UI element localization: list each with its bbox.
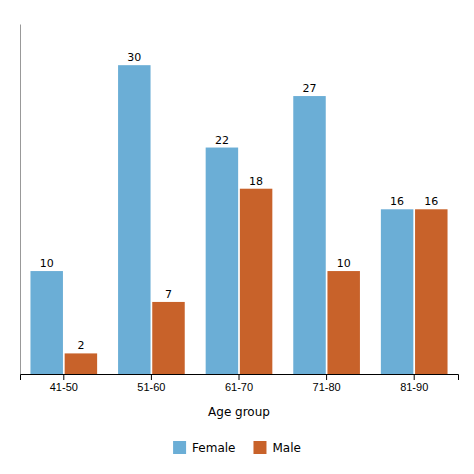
x-tick-label: 61-70 bbox=[225, 381, 253, 393]
plot-area: 10302227162718101641-5051-6061-7071-8081… bbox=[21, 25, 459, 420]
x-tick: 61-70 bbox=[225, 374, 253, 393]
legend-item: Female bbox=[173, 441, 235, 455]
legend: Female Male bbox=[173, 441, 301, 455]
legend-swatch bbox=[253, 441, 266, 454]
x-axis-title: Age group bbox=[208, 405, 270, 419]
bar bbox=[293, 96, 325, 374]
data-labels: 103022271627181016 bbox=[40, 51, 439, 352]
x-tick: 41-50 bbox=[50, 374, 78, 393]
x-tick-mark bbox=[151, 374, 152, 380]
data-label: 16 bbox=[424, 195, 438, 208]
legend-item: Male bbox=[253, 441, 300, 455]
legend-swatch bbox=[173, 441, 186, 454]
x-axis: 41-50 51-60 61-70 71-80 81-90 bbox=[21, 374, 459, 393]
data-label: 18 bbox=[249, 175, 263, 188]
bar bbox=[65, 353, 97, 374]
data-label: 7 bbox=[165, 288, 172, 301]
bar bbox=[206, 148, 238, 374]
chart: 10302227162718101641-5051-6061-7071-8081… bbox=[0, 0, 474, 474]
series-bars bbox=[65, 189, 448, 374]
legend-label: Male bbox=[272, 441, 300, 455]
x-axis-line bbox=[21, 375, 459, 381]
data-label: 30 bbox=[127, 51, 141, 64]
y-axis bbox=[20, 25, 21, 375]
x-tick: 51-60 bbox=[137, 374, 165, 393]
bar bbox=[240, 189, 272, 374]
data-label: 10 bbox=[337, 257, 351, 270]
data-label: 27 bbox=[303, 82, 317, 95]
chart-container: 10302227162718101641-5051-6061-7071-8081… bbox=[0, 0, 474, 474]
legend-label: Female bbox=[192, 441, 235, 455]
y-axis-line bbox=[20, 25, 21, 375]
x-tick: 81-90 bbox=[400, 374, 428, 393]
x-tick: 71-80 bbox=[313, 374, 341, 393]
bar bbox=[152, 302, 184, 374]
x-tick-label: 71-80 bbox=[313, 381, 341, 393]
data-label: 10 bbox=[40, 257, 54, 270]
x-tick-label: 81-90 bbox=[400, 381, 428, 393]
x-tick-mark bbox=[326, 374, 327, 380]
bar bbox=[381, 209, 413, 374]
bars bbox=[30, 65, 447, 374]
x-tick-label: 51-60 bbox=[137, 381, 165, 393]
data-label: 16 bbox=[390, 195, 404, 208]
x-tick-label: 41-50 bbox=[50, 381, 78, 393]
bar bbox=[415, 209, 447, 374]
bar bbox=[327, 271, 359, 374]
series-bars bbox=[30, 65, 413, 374]
data-label: 2 bbox=[77, 339, 84, 352]
data-label: 22 bbox=[215, 134, 229, 147]
bar bbox=[118, 65, 150, 374]
bar bbox=[30, 271, 62, 374]
x-tick-mark bbox=[239, 374, 240, 380]
x-tick-mark bbox=[414, 374, 415, 380]
x-tick-mark bbox=[63, 374, 64, 380]
